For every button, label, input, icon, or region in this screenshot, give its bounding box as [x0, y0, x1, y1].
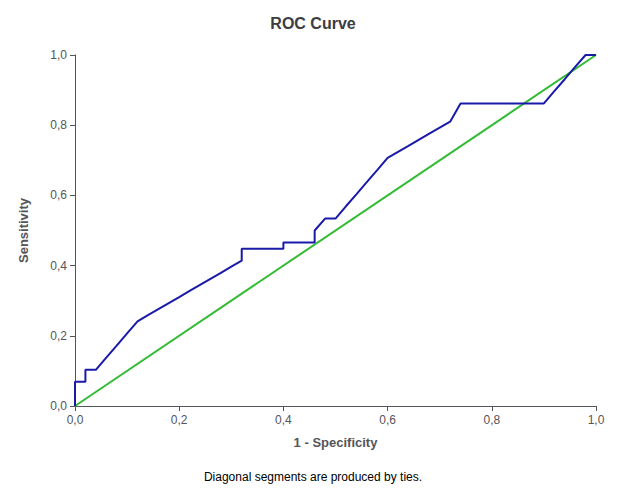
svg-text:1,0: 1,0: [50, 48, 67, 62]
svg-text:0,6: 0,6: [379, 413, 396, 427]
svg-text:Sensitivity: Sensitivity: [16, 197, 31, 263]
svg-text:ROC Curve: ROC Curve: [270, 15, 355, 32]
svg-text:0,6: 0,6: [50, 188, 67, 202]
svg-text:0,4: 0,4: [50, 259, 67, 273]
svg-text:0,2: 0,2: [50, 329, 67, 343]
svg-text:0,0: 0,0: [67, 413, 84, 427]
svg-text:0,4: 0,4: [275, 413, 292, 427]
svg-text:1,0: 1,0: [588, 413, 605, 427]
svg-text:0,8: 0,8: [50, 118, 67, 132]
svg-text:Diagonal segments are produced: Diagonal segments are produced by ties.: [204, 470, 422, 484]
svg-text:0,8: 0,8: [483, 413, 500, 427]
svg-text:1 - Specificity: 1 - Specificity: [294, 435, 379, 450]
svg-text:0,0: 0,0: [50, 399, 67, 413]
svg-text:0,2: 0,2: [171, 413, 188, 427]
